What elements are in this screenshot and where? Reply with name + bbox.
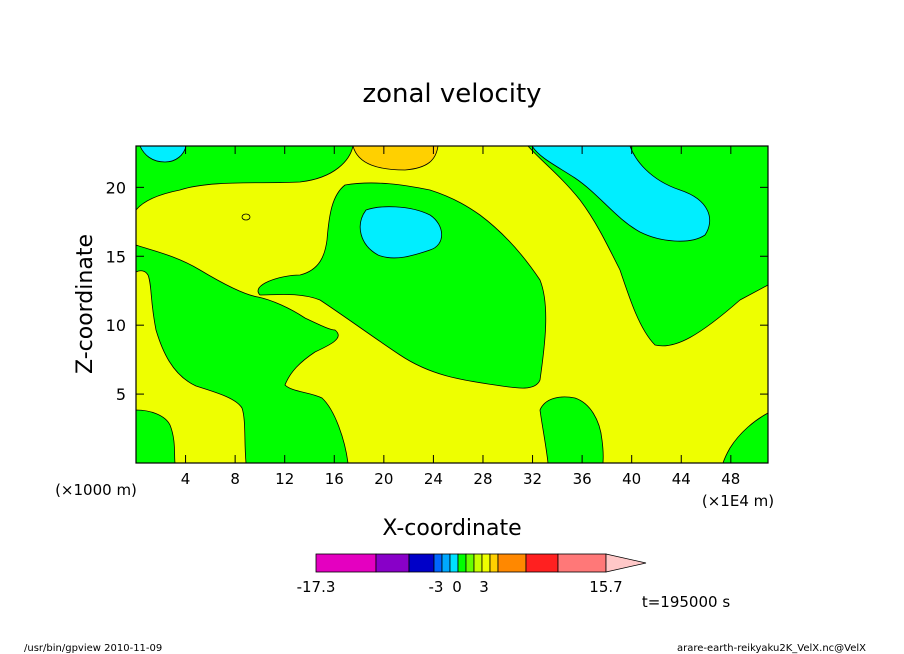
x-unit-right: (×1E4 m) — [702, 492, 774, 510]
small-contour — [241, 213, 251, 221]
x-tick-label: 32 — [523, 470, 542, 488]
region-green-bottom-left — [136, 409, 176, 463]
region-cyan-middle — [359, 206, 443, 259]
y-tick-label: 5 — [116, 385, 126, 404]
color-legend-swatch — [449, 553, 459, 573]
x-tick-label: 40 — [622, 470, 641, 488]
x-tick-label: 36 — [573, 470, 592, 488]
color-legend-swatch — [557, 553, 607, 573]
color-legend-swatch — [481, 553, 491, 573]
color-legend — [315, 553, 647, 573]
x-tick-label: 44 — [672, 470, 691, 488]
color-legend-swatch — [433, 553, 443, 573]
color-legend-extend-arrow — [605, 553, 647, 573]
region-green-bottom-right — [722, 412, 768, 463]
region-cyan-top-left — [139, 146, 187, 163]
region-orange-top — [352, 146, 439, 171]
color-legend-swatch — [375, 553, 410, 573]
color-legend-swatch — [315, 553, 377, 573]
footer-right: arare-earth-reikyaku2K_VelX.nc@VelX — [677, 643, 866, 654]
color-legend-label: 3 — [479, 578, 489, 596]
x-tick-label: 48 — [721, 470, 740, 488]
region-green-bottom-mid — [539, 396, 604, 463]
x-axis-label: X-coordinate — [382, 516, 521, 541]
region-green-left — [136, 244, 349, 463]
chart-title: zonal velocity — [362, 79, 541, 109]
x-tick-label: 20 — [374, 470, 393, 488]
color-legend-swatch — [457, 553, 467, 573]
color-legend-swatch — [525, 553, 559, 573]
color-legend-swatch — [497, 553, 527, 573]
color-legend-swatch — [408, 553, 435, 573]
color-legend-swatch — [489, 553, 499, 573]
x-tick-label: 8 — [230, 470, 240, 488]
y-tick-label: 20 — [106, 178, 126, 197]
x-tick-label: 24 — [424, 470, 443, 488]
region-cyan-top-right — [531, 146, 711, 242]
region-green-top — [136, 146, 354, 211]
color-legend-swatch — [465, 553, 475, 573]
plot-frame — [135, 145, 769, 464]
color-legend-label: 0 — [452, 578, 462, 596]
y-tick-label: 10 — [106, 316, 126, 335]
time-annotation: t=195000 s — [642, 593, 730, 611]
contour-field — [136, 146, 768, 463]
x-tick-label: 16 — [325, 470, 344, 488]
color-legend-label: 15.7 — [589, 578, 622, 596]
color-legend-swatch — [441, 553, 451, 573]
x-tick-label: 12 — [275, 470, 294, 488]
color-legend-label: -3 — [429, 578, 444, 596]
x-unit-left: (×1000 m) — [55, 481, 137, 499]
x-axis: 4 8 12 16 20 24 28 32 36 40 44 48 — [181, 146, 740, 488]
region-green-middle — [257, 182, 547, 389]
x-tick-label: 28 — [473, 470, 492, 488]
color-legend-swatch — [473, 553, 483, 573]
color-legend-labels: -17.3 -3 0 3 15.7 — [297, 578, 623, 596]
y-axis: 5 10 15 20 — [106, 178, 768, 404]
x-tick-label: 4 — [181, 470, 191, 488]
color-legend-label: -17.3 — [297, 578, 336, 596]
footer-left: /usr/bin/gpview 2010-11-09 — [24, 643, 162, 654]
y-axis-label: Z-coordinate — [73, 234, 98, 374]
y-tick-label: 15 — [106, 247, 126, 266]
